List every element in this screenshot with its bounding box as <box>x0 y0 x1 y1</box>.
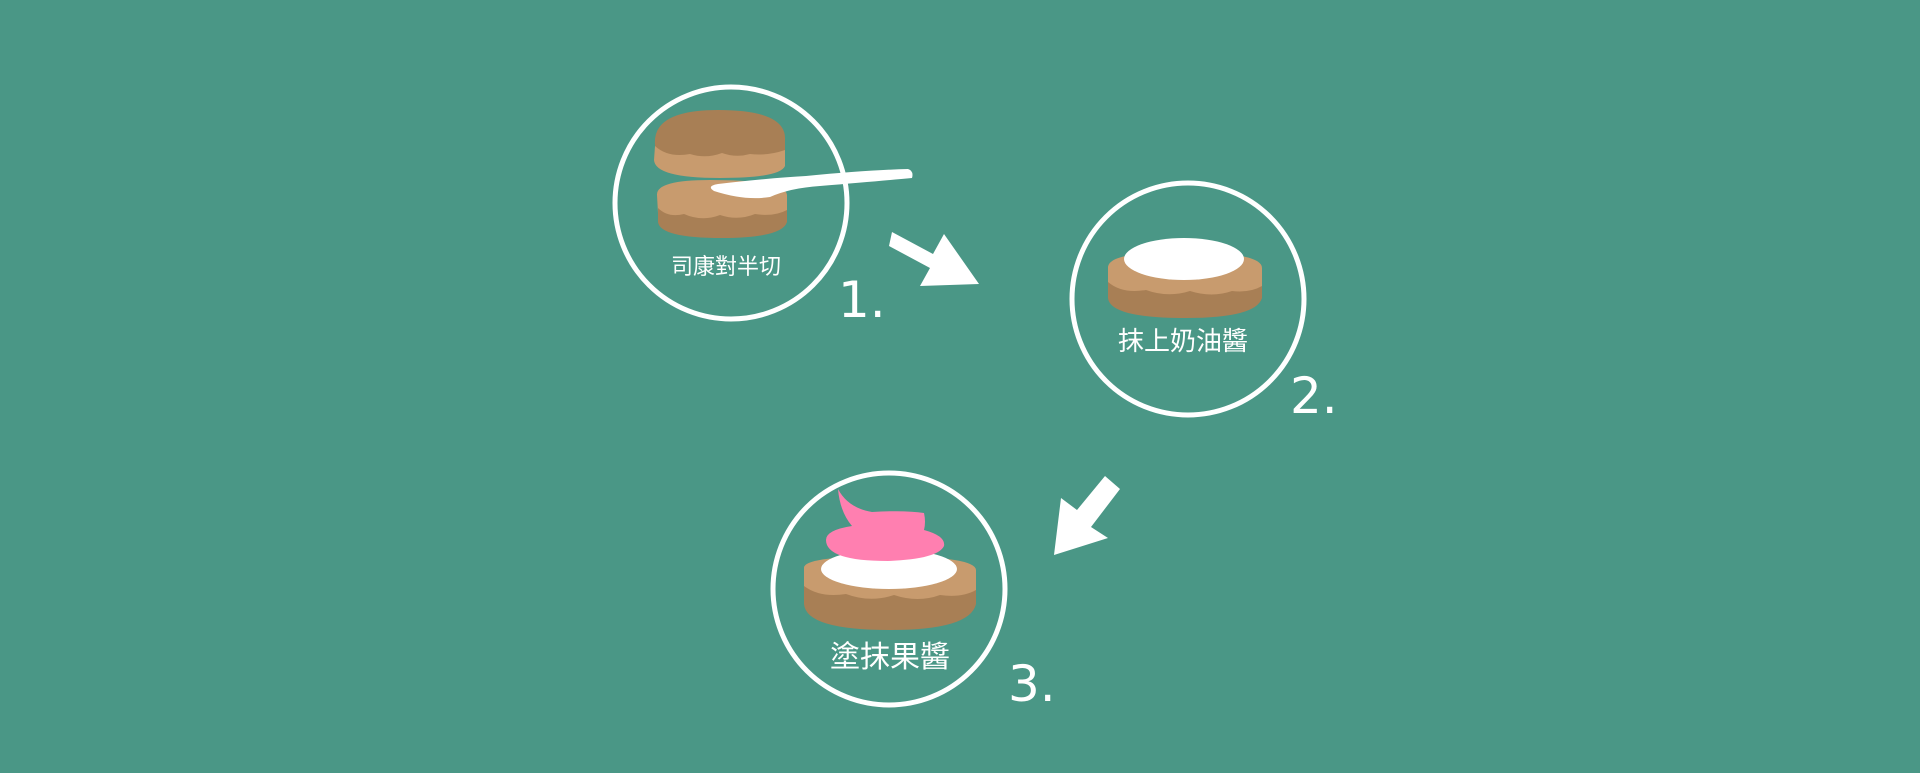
arrow-down-left-icon <box>1054 476 1120 555</box>
step-1-number: 1. <box>838 271 886 329</box>
step-3: 塗抹果醬 3. <box>770 470 1056 713</box>
step-2-circle <box>1069 180 1307 418</box>
step-2: 抹上奶油醬 2. <box>1069 180 1338 425</box>
step-2-label: 抹上奶油醬 <box>1118 327 1248 357</box>
scone-with-cream-and-jam-icon <box>803 489 976 630</box>
arrow-down-right-icon <box>889 232 979 286</box>
scone-with-cream-icon <box>1107 238 1262 318</box>
step-2-number: 2. <box>1290 367 1338 425</box>
halved-scone-with-knife-icon <box>654 110 913 238</box>
step-1-label: 司康對半切 <box>671 255 781 280</box>
step-3-circle <box>770 470 1008 708</box>
step-3-label: 塗抹果醬 <box>830 640 950 675</box>
step-1-circle <box>612 84 850 322</box>
step-3-number: 3. <box>1008 655 1056 713</box>
step-1: 司康對半切 1. <box>612 84 913 329</box>
